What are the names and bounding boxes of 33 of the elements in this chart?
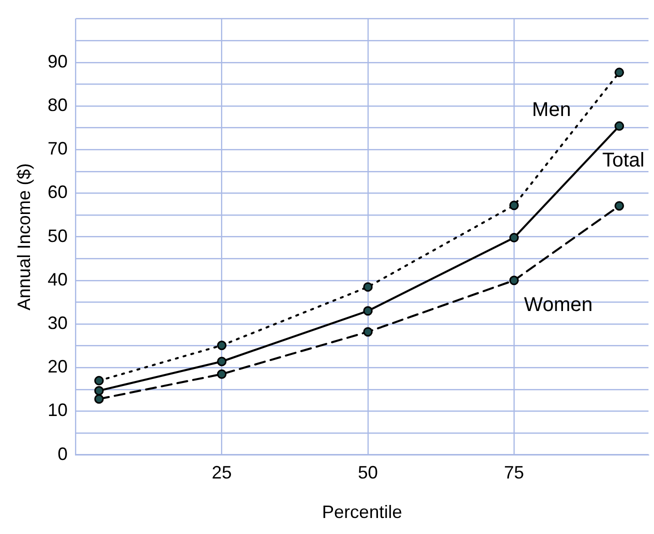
x-tick-label: 25	[212, 462, 232, 483]
y-tick-label: 60	[48, 182, 68, 202]
x-axis-title: Percentile	[322, 502, 402, 522]
point	[509, 276, 519, 286]
point	[363, 306, 373, 316]
point	[94, 386, 104, 396]
y-tick-label: 20	[48, 356, 68, 377]
point	[94, 376, 104, 386]
point	[217, 340, 227, 350]
point	[509, 232, 519, 242]
point	[509, 200, 519, 210]
y-tick-label: 10	[48, 400, 68, 420]
series-label: Women	[524, 294, 593, 316]
x-tick-label: 75	[504, 462, 524, 483]
x-tick-label: 50	[358, 462, 378, 483]
y-tick-label: 70	[48, 138, 68, 159]
y-axis-title: Annual Income ($)	[14, 163, 34, 310]
series-label: Total	[602, 150, 644, 172]
y-tick-label: 0	[58, 444, 68, 464]
y-tick-label: 40	[48, 269, 68, 290]
point	[217, 356, 227, 366]
y-tick-label: 90	[48, 51, 68, 72]
point	[363, 327, 373, 337]
point	[614, 201, 624, 211]
point	[94, 394, 104, 404]
point	[217, 369, 227, 379]
y-tick-label: 80	[48, 94, 68, 115]
point	[363, 282, 373, 292]
point	[614, 68, 624, 78]
y-tick-label: 30	[48, 312, 68, 333]
point	[614, 121, 624, 131]
series-label: Men	[532, 98, 571, 121]
y-tick-label: 50	[48, 226, 68, 246]
